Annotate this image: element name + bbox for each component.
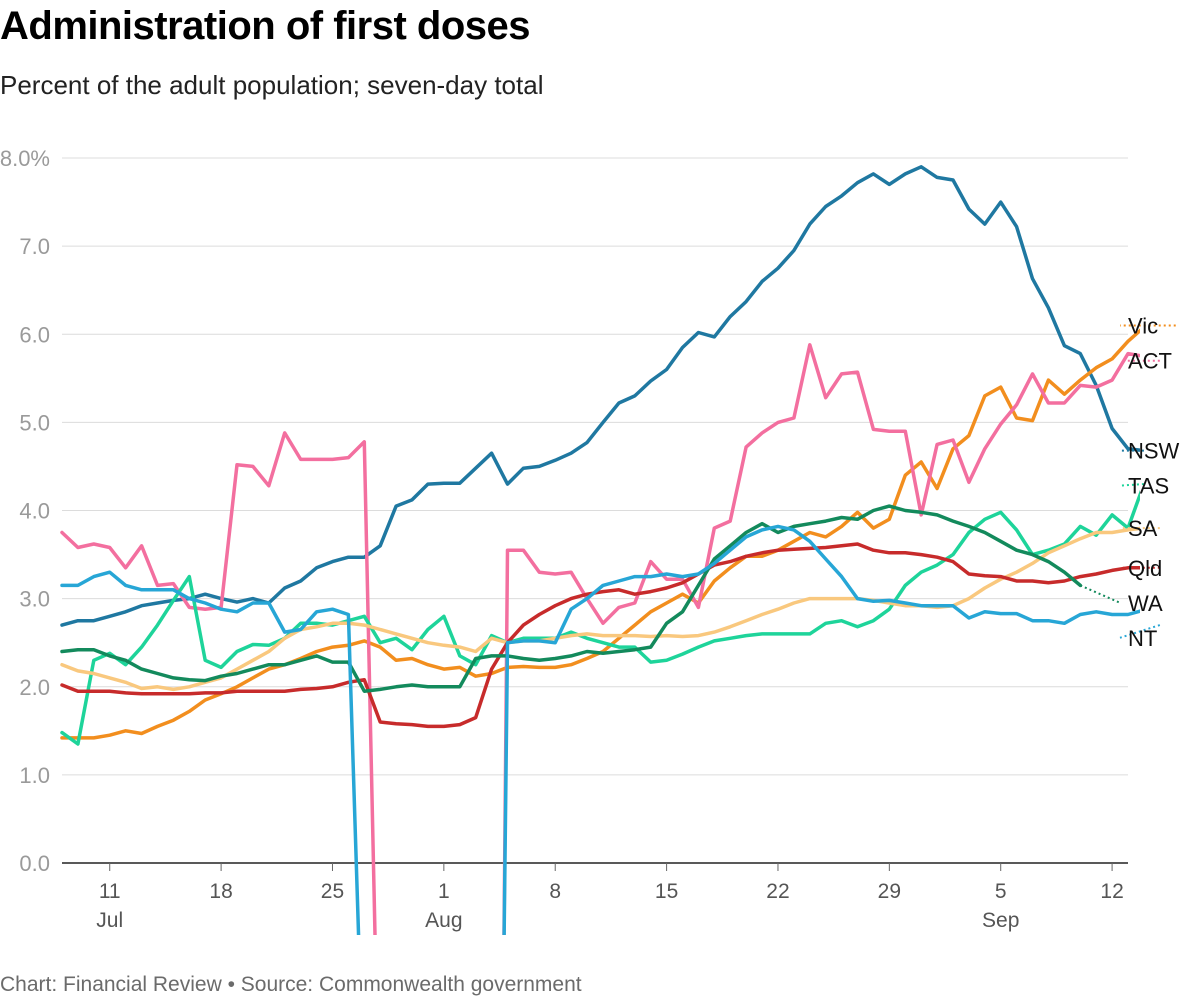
- chart-subtitle: Percent of the adult population; seven-d…: [0, 70, 544, 100]
- label-leader-wa: [1079, 584, 1121, 604]
- y-tick-label: 6.0: [19, 322, 50, 347]
- x-tick-month: Aug: [425, 909, 462, 932]
- label-leader-nt: [1119, 624, 1161, 639]
- chart-source: Chart: Financial Review • Source: Common…: [0, 973, 582, 996]
- series-line-sa: [60, 526, 1140, 692]
- series-label-vic: Vic: [1128, 313, 1158, 338]
- y-tick-label: 5.0: [19, 410, 50, 435]
- x-tick-label: 29: [878, 880, 901, 903]
- series-label-nt: NT: [1128, 626, 1157, 651]
- x-tick-label: 18: [209, 880, 232, 903]
- y-tick-label: 8.0%: [0, 146, 50, 171]
- x-tick-month: Jul: [96, 909, 123, 932]
- series-line-vic: [60, 328, 1140, 740]
- series-line-tas: [60, 489, 1140, 746]
- x-tick-label: 22: [766, 880, 789, 903]
- x-tick-label: 15: [655, 880, 678, 903]
- y-tick-label: 4.0: [19, 499, 50, 524]
- x-tick-label: 1: [438, 880, 450, 903]
- series-line-qld: [60, 542, 1140, 729]
- x-tick-label: 25: [321, 880, 344, 903]
- series-label-act: ACT: [1128, 349, 1172, 374]
- gridlines: [62, 157, 1128, 864]
- x-tick-month: Sep: [982, 909, 1019, 932]
- series-label-sa: SA: [1128, 516, 1158, 541]
- series-line-nsw: [60, 165, 1140, 627]
- x-tick-label: 12: [1100, 880, 1123, 903]
- series-label-nsw: NSW: [1128, 439, 1180, 464]
- y-tick-label: 0.0: [19, 851, 50, 876]
- y-axis: 0.0 1.0 2.0 3.0 4.0 5.0 6.0 7.0 8.0%: [0, 146, 50, 876]
- series-labels: Vic ACT NSW TAS SA Qld WA NT: [1079, 313, 1180, 651]
- x-axis: 11 Jul 18 25 1 Aug 8 15 22 29 5 Sep 12: [96, 863, 1124, 932]
- series-label-wa: WA: [1128, 591, 1163, 616]
- series-label-tas: TAS: [1128, 474, 1169, 499]
- y-tick-label: 7.0: [19, 234, 50, 259]
- series-line-nt: [60, 524, 1140, 935]
- label-leader-tas: [1119, 483, 1144, 487]
- x-tick-label: 8: [549, 880, 561, 903]
- y-tick-label: 3.0: [19, 587, 50, 612]
- series-label-qld: Qld: [1128, 556, 1162, 581]
- y-tick-label: 1.0: [19, 763, 50, 788]
- chart-title: Administration of first doses: [0, 4, 531, 48]
- series-lines: [60, 165, 1140, 935]
- x-tick-label: 11: [99, 880, 121, 903]
- x-tick-label: 5: [995, 880, 1007, 903]
- y-tick-label: 2.0: [19, 675, 50, 700]
- series-line-wa: [60, 504, 1083, 693]
